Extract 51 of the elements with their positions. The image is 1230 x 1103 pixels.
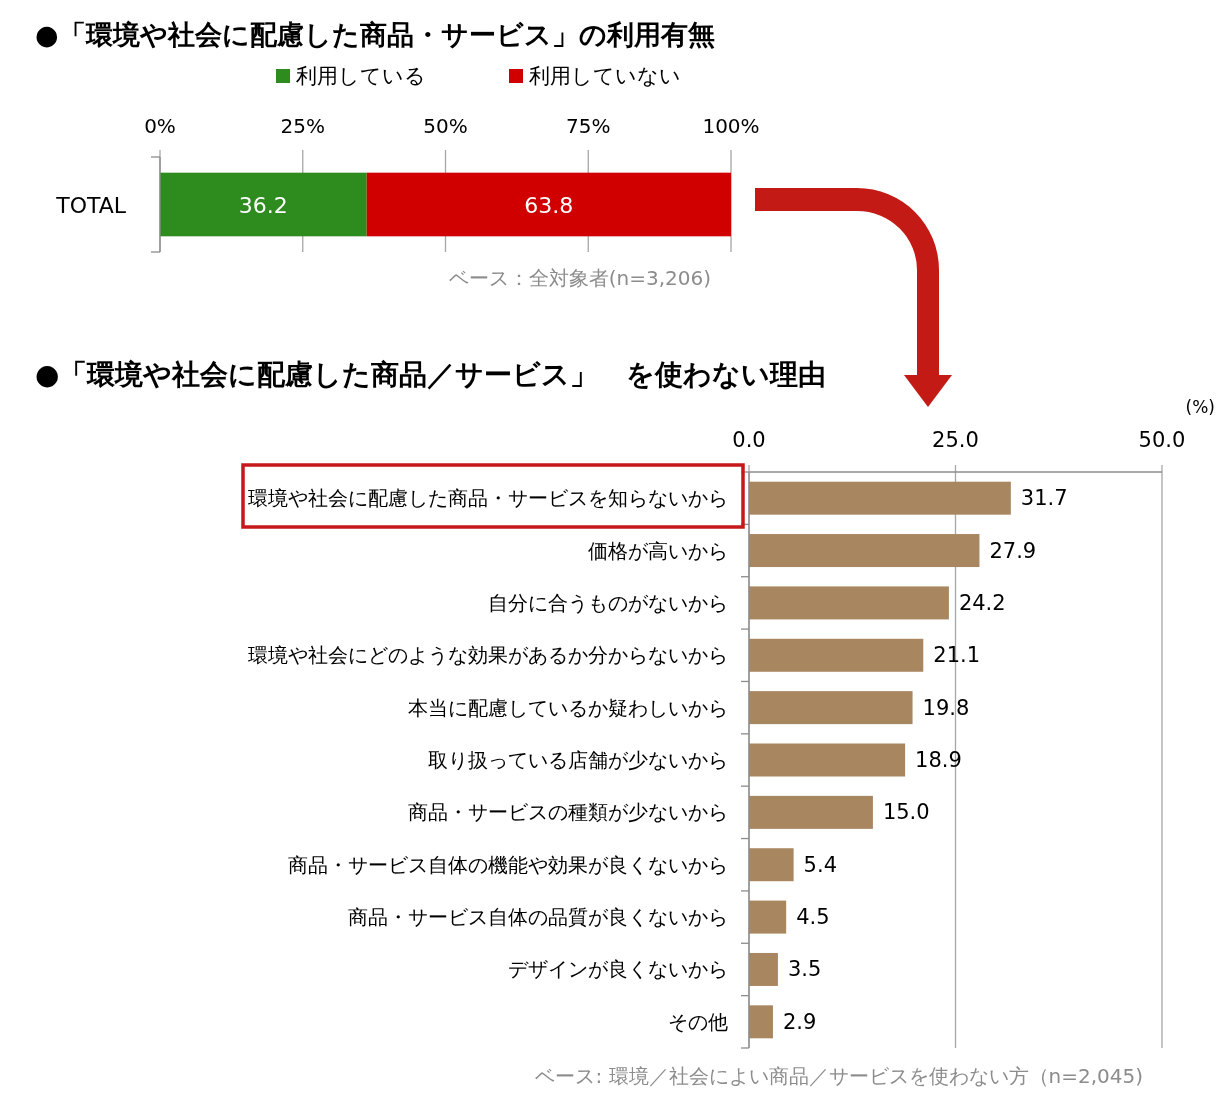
chart-title: ●「環境や社会に配慮した商品・サービス」の利用有無: [35, 18, 715, 50]
y-tick-label: 商品・サービス自体の品質が良くないから: [348, 905, 728, 929]
y-tick-label: デザインが良くないから: [508, 957, 728, 981]
annotation: ベース：全対象者(n=3,206): [448, 266, 711, 290]
x-tick-label: 50%: [423, 114, 468, 138]
y-tick-label: 本当に配慮しているか疑わしいから: [408, 696, 728, 720]
data-label: 27.9: [989, 538, 1037, 563]
y-tick-label: 自分に合うものがないから: [488, 591, 728, 615]
data-label: 5.4: [803, 852, 838, 877]
data-label: 63.8: [524, 192, 574, 217]
x-tick-label: 25%: [280, 114, 325, 138]
y-tick-label: 商品・サービス自体の機能や効果が良くないから: [288, 853, 728, 877]
bar: [749, 900, 787, 934]
x-tick-label: 25.0: [932, 428, 979, 452]
x-tick-label: 75%: [566, 114, 611, 138]
bar: [749, 691, 913, 725]
x-tick-label: 100%: [702, 114, 760, 138]
y-tick-label: 価格が高いから: [588, 539, 728, 563]
data-label: 15.0: [882, 800, 930, 825]
y-tick-label: TOTAL: [55, 192, 127, 217]
bar: [749, 795, 873, 829]
y-tick-label: 環境や社会に配慮した商品・サービスを知らないから: [248, 486, 728, 510]
data-label: 36.2: [238, 192, 288, 217]
y-tick-label: 環境や社会にどのような効果があるか分からないから: [248, 643, 728, 667]
data-label: 4.5: [796, 905, 830, 930]
x-tick-label: 0.0: [732, 428, 766, 452]
y-tick-label: 商品・サービスの種類が少ないから: [408, 800, 728, 824]
bar: [749, 481, 1011, 515]
data-label: 21.1: [933, 643, 981, 668]
bar: [749, 1005, 773, 1039]
x-tick-label: 0%: [144, 114, 176, 138]
legend-label: 利用していない: [529, 64, 681, 88]
bar: [749, 534, 980, 568]
x-tick-label: 50.0: [1138, 428, 1186, 452]
x-axis-title: (%): [1185, 397, 1215, 417]
data-label: 19.8: [922, 695, 970, 720]
y-tick-label: 取り扱っている店舗が少ないから: [428, 748, 728, 772]
bar: [749, 586, 949, 620]
data-label: 2.9: [782, 1009, 817, 1034]
bar: [749, 848, 794, 882]
data-label: 31.7: [1020, 486, 1068, 511]
annotation: ベース: 環境／社会によい商品／サービスを使わない方（n=2,045): [535, 1064, 1143, 1088]
data-label: 3.5: [787, 957, 822, 982]
legend-label: 利用している: [296, 64, 426, 88]
bar: [749, 743, 906, 777]
y-tick-label: その他: [668, 1010, 728, 1034]
bar: [749, 638, 924, 672]
data-label: 24.2: [958, 590, 1006, 615]
chart-title: ●「環境や社会に配慮した商品／サービス」 を使わない理由: [35, 357, 827, 391]
bar: [749, 952, 778, 986]
data-label: 18.9: [915, 748, 962, 772]
